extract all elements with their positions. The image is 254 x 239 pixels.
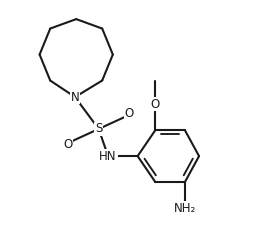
Text: O: O [125, 107, 134, 120]
Text: HN: HN [99, 150, 117, 163]
Text: NH₂: NH₂ [174, 201, 196, 215]
Text: O: O [63, 138, 73, 151]
Text: N: N [71, 91, 80, 103]
Text: S: S [95, 122, 102, 136]
Text: O: O [151, 98, 160, 111]
